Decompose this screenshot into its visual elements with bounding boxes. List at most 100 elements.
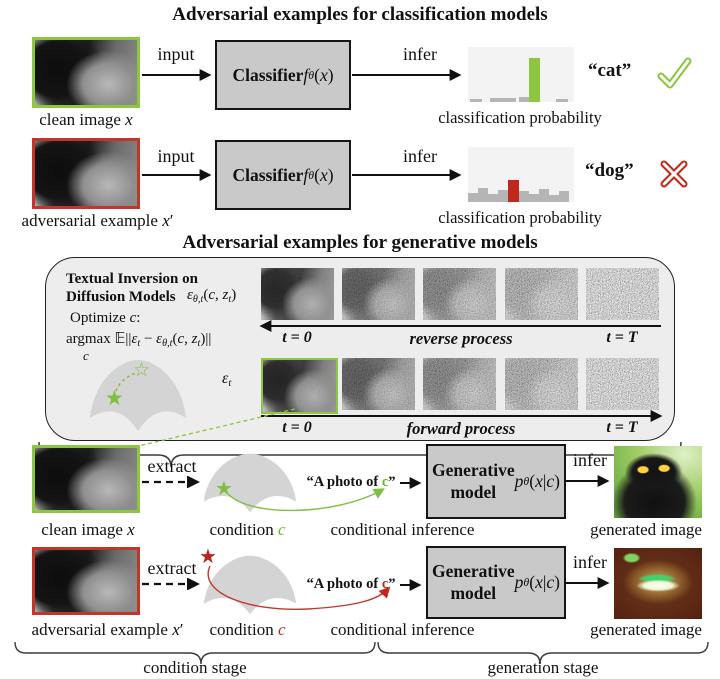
prompt-adv: “A photo of c” xyxy=(306,576,396,592)
latent-space-blob xyxy=(90,360,186,431)
target-condition-star-icon: ☆ xyxy=(133,360,151,381)
infer-arrow-2 xyxy=(352,169,462,181)
condition-stage-brace xyxy=(14,641,376,665)
diffusion-image xyxy=(505,358,578,410)
adversarial-image-label: adversarial example x′ xyxy=(21,211,174,230)
result-cat: “cat” xyxy=(588,60,632,81)
prob-label-2: classification probability xyxy=(438,208,602,227)
probability-bar xyxy=(559,191,569,202)
infer-label-1: infer xyxy=(403,44,437,64)
extract-label-2: extract xyxy=(147,558,197,578)
prompt-arrow-1 xyxy=(400,477,422,489)
conditional-inference-label-1: conditional inference xyxy=(330,520,475,539)
infer-arrow-3 xyxy=(564,475,610,487)
reverse-tT-label: t = T xyxy=(606,329,638,346)
extract-label-1: extract xyxy=(147,456,197,476)
diffusion-image xyxy=(423,268,496,320)
forward-process-arrow xyxy=(261,410,663,422)
classifier-box-1: Classifier f θ(x) xyxy=(215,40,351,110)
clean-image-label: clean image x xyxy=(39,110,133,129)
optimized-condition-star-icon: ★ xyxy=(105,386,124,410)
input-label-2: input xyxy=(157,146,195,166)
probability-bar xyxy=(478,188,488,202)
probability-bar xyxy=(556,99,568,102)
prob-label-1: classification probability xyxy=(438,108,602,127)
check-icon xyxy=(657,57,692,89)
probability-bar xyxy=(529,194,539,202)
condition-arrow-red xyxy=(207,565,391,610)
textual-inversion-panel: Textual Inversion on Diffusion Models εθ,… xyxy=(45,257,675,441)
argmax-formula: argmax 𝔼||εt − εθ,t(c, zt)|| xyxy=(66,329,212,349)
probability-bar xyxy=(529,58,540,102)
input-arrow-1 xyxy=(142,69,212,81)
infer-label-3: infer xyxy=(573,450,607,470)
generative-model-box-2: Generative model p θ(x | c) xyxy=(426,546,566,619)
result-dog: “dog” xyxy=(585,160,634,181)
diffusion-image xyxy=(505,268,578,320)
optimize-label: Optimize c: xyxy=(70,310,141,326)
eps-t-label: εt xyxy=(222,370,232,390)
diffusion-image xyxy=(586,358,659,410)
generative-title: Adversarial examples for generative mode… xyxy=(182,232,538,253)
probability-bar xyxy=(519,191,529,202)
generation-stage-brace xyxy=(377,641,709,665)
probability-bar xyxy=(508,180,519,202)
classifier-box-2: Classifier f θ(x) xyxy=(215,140,351,210)
condition-label-clean: condition c xyxy=(209,520,286,539)
prompt-arrow-2 xyxy=(400,579,422,591)
extract-arrow-2 xyxy=(142,578,200,590)
probability-bar xyxy=(470,99,482,102)
clean-cat-image xyxy=(32,37,140,108)
generated-image-label-2: generated image xyxy=(590,620,702,639)
condition-label-adv: condition c xyxy=(209,620,286,639)
condition-stage-label: condition stage xyxy=(143,658,247,677)
probability-bar xyxy=(498,190,508,202)
forward-tT-label: t = T xyxy=(606,419,638,436)
optimization-path xyxy=(113,372,137,398)
infer-label-2: infer xyxy=(403,146,437,166)
input-label-1: input xyxy=(157,44,195,64)
argmax-subscript: c xyxy=(83,348,89,363)
clean-image-label-2: clean image x xyxy=(41,520,135,539)
classification-title: Adversarial examples for classification … xyxy=(172,4,548,25)
probability-bar xyxy=(539,189,549,202)
forward-process-label: forward process xyxy=(406,419,516,438)
forward-t0-label: t = 0 xyxy=(282,419,312,436)
clean-cat-image-2 xyxy=(32,445,140,513)
diffusion-image xyxy=(261,268,334,320)
generated-cat-image xyxy=(614,446,702,518)
generation-stage-label: generation stage xyxy=(487,658,599,677)
generated-image-label-1: generated image xyxy=(590,520,702,539)
condition-space-blob-adv xyxy=(203,555,297,615)
extract-arrow-1 xyxy=(142,476,200,488)
reverse-process-arrow xyxy=(259,320,661,332)
diffusion-image xyxy=(423,358,496,410)
eps-model-formula: εθ,t(c, zt) xyxy=(187,287,237,305)
cross-icon xyxy=(660,160,688,188)
prompt-clean: “A photo of c” xyxy=(306,474,396,490)
generative-model-box-1: Generative model p θ(x | c) xyxy=(426,444,566,519)
adversarial-condition-star-icon: ★ xyxy=(199,546,217,568)
diffusion-image xyxy=(586,268,659,320)
reverse-process-label: reverse process xyxy=(409,329,513,348)
probability-chart-adv xyxy=(468,147,574,202)
infer-arrow-1 xyxy=(352,69,462,81)
probability-bar xyxy=(549,195,559,202)
same-image-connector xyxy=(129,408,296,449)
probability-bar xyxy=(490,98,516,102)
panel-heading: Textual Inversion on Diffusion Models xyxy=(66,271,198,306)
diffusion-image xyxy=(342,358,415,410)
input-arrow-2 xyxy=(142,169,212,181)
generated-distorted-image xyxy=(614,548,702,619)
adversarial-image-label-2: adversarial example x′ xyxy=(31,620,184,639)
adversarial-cat-image xyxy=(32,138,140,209)
diffusion-image xyxy=(342,268,415,320)
infer-label-4: infer xyxy=(573,552,607,572)
conditional-inference-label-2: conditional inference xyxy=(330,620,475,639)
probability-bar xyxy=(488,194,498,202)
condition-arrow-green xyxy=(227,488,385,512)
probability-chart-clean xyxy=(468,47,574,102)
infer-arrow-4 xyxy=(564,577,610,589)
adversarial-cat-image-2 xyxy=(32,547,140,615)
